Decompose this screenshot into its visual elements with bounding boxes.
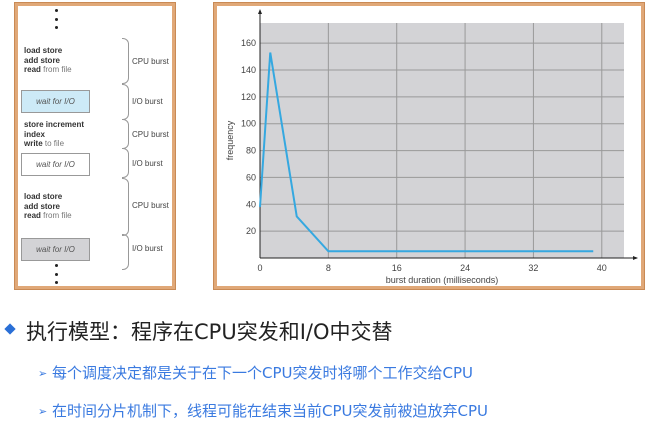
x-axis-label: burst duration (milliseconds) — [386, 275, 499, 285]
burst-duration-chart: 20 40 60 80 100 120 140 160 0 8 16 24 32 40 burst dura… — [225, 9, 638, 285]
cpu-io-burst-diagram: load store add store read from file CPU b… — [15, 3, 175, 289]
io-wait-box: wait for I/O — [21, 238, 90, 261]
code-keyword: load store — [24, 192, 63, 201]
cpu-code-block: store increment index write to file — [24, 120, 84, 149]
y-tick-label: 20 — [246, 226, 256, 236]
cpu-code-block: load store add store read from file — [24, 192, 72, 221]
burst-label: CPU burst — [132, 57, 169, 66]
arrow-bullet-icon: ➢ — [38, 406, 48, 418]
y-tick-label: 160 — [241, 38, 256, 48]
x-tick-label: 16 — [392, 263, 402, 273]
y-tick-label: 80 — [246, 146, 256, 156]
code-operand: to file — [44, 139, 65, 148]
x-tick-label: 40 — [597, 263, 607, 273]
code-keyword: add store — [24, 55, 61, 65]
brace — [122, 38, 129, 84]
brace — [122, 178, 129, 236]
burst-histogram-panel: 20 40 60 80 100 120 140 160 0 8 16 24 32 40 burst dura… — [214, 3, 644, 289]
diamond-bullet-icon — [4, 323, 16, 335]
sub-bullet-1: 每个调度决定都是关于在下一个CPU突发时将哪个工作交给CPU — [52, 364, 473, 382]
burst-label: I/O burst — [132, 97, 163, 106]
x-tick-label: 24 — [460, 263, 470, 273]
io-wait-box: wait for I/O — [21, 90, 90, 113]
cpu-code-block: load store add store read from file — [24, 46, 72, 75]
ellipsis-dot — [55, 264, 58, 267]
ellipsis-dot — [55, 9, 58, 12]
y-tick-label: 100 — [241, 119, 256, 129]
y-tick-label: 60 — [246, 172, 256, 182]
burst-label: CPU burst — [132, 201, 169, 210]
sub-bullet-2: 在时间分片机制下，线程可能在结束当前CPU突发前被迫放弃CPU — [52, 402, 488, 420]
ellipsis-dot — [55, 18, 58, 21]
brace — [122, 148, 129, 178]
burst-label: I/O burst — [132, 159, 163, 168]
io-wait-box: wait for I/O — [21, 153, 90, 176]
x-tick-label: 0 — [257, 263, 262, 273]
code-keyword: read — [24, 65, 41, 74]
code-keyword: index — [24, 129, 45, 139]
main-bullet: 执行模型：程序在CPU突发和I/O中交替 — [26, 320, 393, 344]
code-keyword: add store — [24, 201, 61, 211]
y-axis-label: frequency — [225, 120, 235, 160]
brace — [122, 234, 129, 270]
y-tick-label: 140 — [241, 65, 256, 75]
y-tick-label: 40 — [246, 199, 256, 209]
ellipsis-dot — [55, 26, 58, 29]
code-operand: from file — [43, 65, 72, 74]
x-axis-arrow-icon — [633, 256, 638, 260]
burst-label: CPU burst — [132, 130, 169, 139]
ellipsis-dot — [55, 273, 58, 276]
plot-area — [260, 23, 624, 258]
code-keyword: load store — [24, 46, 63, 55]
ellipsis-dot — [55, 281, 58, 284]
code-keyword: store increment — [24, 120, 85, 129]
brace — [122, 84, 129, 120]
code-keyword: read — [24, 211, 41, 220]
y-tick-label: 120 — [241, 92, 256, 102]
x-tick-label: 8 — [326, 263, 331, 273]
code-operand: from file — [43, 211, 72, 220]
burst-label: I/O burst — [132, 244, 163, 253]
x-tick-label: 32 — [528, 263, 538, 273]
code-keyword: write — [24, 139, 43, 148]
y-axis-arrow-icon — [258, 9, 262, 14]
arrow-bullet-icon: ➢ — [38, 368, 48, 380]
brace — [122, 119, 129, 149]
